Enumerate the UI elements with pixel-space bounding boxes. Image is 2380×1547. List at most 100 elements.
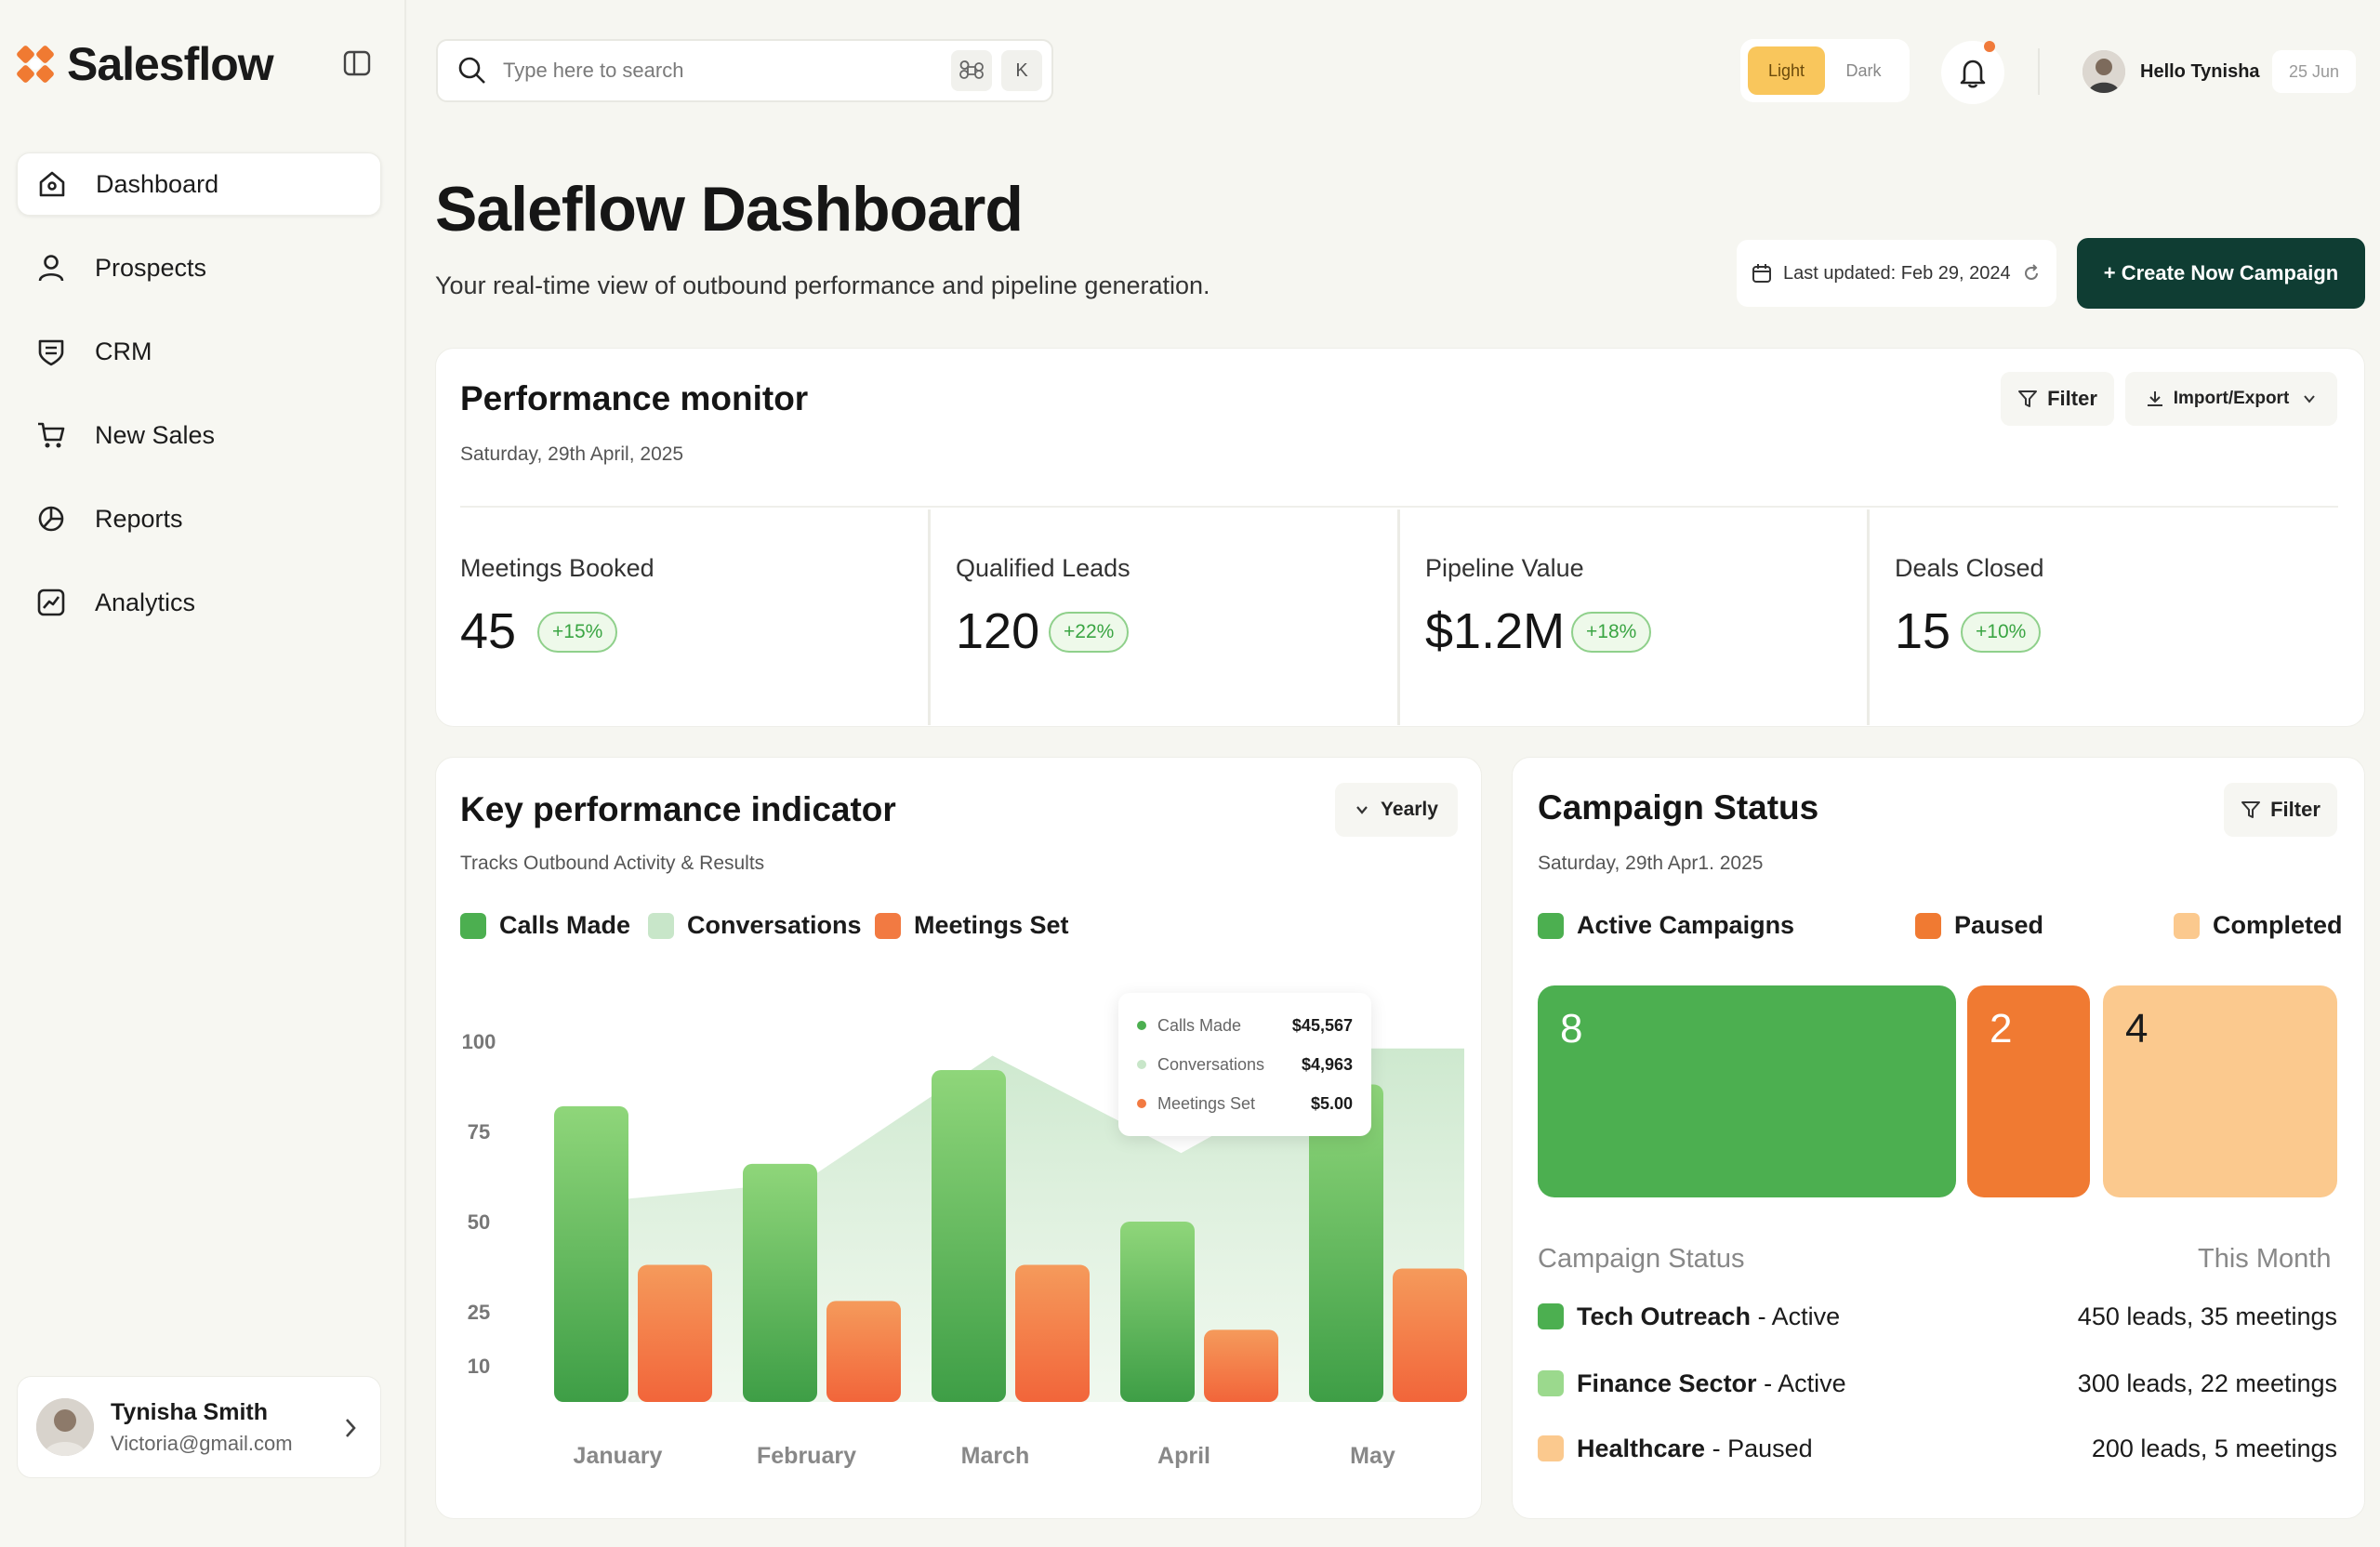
campaign-state: - Active: [1756, 1368, 1846, 1397]
sidebar: Salesflow Dashboard Prospects CRM New Sa…: [0, 0, 406, 1547]
tooltip-row: Meetings Set $5.00: [1137, 1084, 1353, 1123]
metric-value: 120: [956, 603, 1040, 659]
greeting-text: Hello Tynisha: [2140, 60, 2260, 82]
active-campaigns-block[interactable]: 8: [1538, 985, 1956, 1197]
legend-meetings-set: Meetings Set: [875, 911, 1069, 940]
notification-badge: [1984, 41, 1995, 52]
campaign-state: - Paused: [1705, 1434, 1813, 1462]
metric-divider: [1867, 509, 1870, 725]
shield-icon: [38, 339, 64, 366]
user-profile-card[interactable]: Tynisha Smith Victoria@gmail.com: [17, 1376, 381, 1478]
tooltip-dot: [1137, 1099, 1146, 1108]
campaign-row-tech-outreach[interactable]: Tech Outreach - Active 450 leads, 35 mee…: [1538, 1296, 2337, 1337]
campaign-title: Campaign Status: [1538, 788, 1819, 826]
brand[interactable]: Salesflow: [17, 37, 274, 91]
import-export-button[interactable]: Import/Export: [2125, 372, 2337, 426]
legend-conversations: Conversations: [648, 911, 862, 940]
theme-dark-option[interactable]: Dark: [1845, 60, 1882, 80]
status-list-header: Campaign Status: [1538, 1244, 1745, 1274]
refresh-icon[interactable]: [2022, 264, 2041, 283]
notifications-button[interactable]: [1941, 41, 2004, 104]
page-title: Saleflow Dashboard: [435, 174, 1024, 245]
sidebar-item-crm[interactable]: CRM: [17, 320, 381, 383]
search-input[interactable]: Type here to search: [503, 59, 684, 82]
completed-campaigns-block[interactable]: 4: [2103, 985, 2337, 1197]
filter-icon: [2018, 390, 2038, 407]
kpi-subtitle: Tracks Outbound Activity & Results: [460, 853, 765, 874]
campaign-name: Healthcare: [1577, 1434, 1706, 1462]
chart-tooltip: Calls Made $45,567 Conversations $4,963 …: [1118, 993, 1371, 1136]
metric-qualified-leads: Qualified Leads 120 +22%: [931, 509, 1397, 725]
tooltip-dot: [1137, 1060, 1146, 1069]
search-icon: [458, 57, 485, 84]
campaign-stats: 450 leads, 35 meetings: [2077, 1302, 2337, 1330]
command-key-icon: [951, 50, 992, 91]
tooltip-dot: [1137, 1021, 1146, 1030]
metric-change-badge: +10%: [1961, 612, 2042, 653]
filter-button[interactable]: Filter: [2001, 372, 2114, 426]
filter-label: Filter: [2047, 387, 2097, 410]
tooltip-label: Calls Made: [1157, 1015, 1242, 1035]
performance-date: Saturday, 29th April, 2025: [460, 443, 684, 465]
metric-meetings-booked: Meetings Booked 45 +15%: [435, 509, 928, 725]
topbar-divider: [2038, 48, 2040, 95]
sidebar-item-new-sales[interactable]: New Sales: [17, 403, 381, 467]
metric-divider: [1397, 509, 1400, 725]
metric-change-badge: +22%: [1049, 612, 1130, 653]
tooltip-label: Conversations: [1157, 1054, 1265, 1074]
search-bar[interactable]: Type here to search K: [436, 39, 1053, 102]
metric-change-badge: +18%: [1571, 612, 1652, 653]
user-name: Tynisha Smith: [111, 1398, 269, 1425]
theme-light-option[interactable]: Light: [1748, 46, 1825, 95]
filter-icon: [2241, 801, 2261, 818]
status-swatch: [1538, 1435, 1564, 1461]
sidebar-item-analytics[interactable]: Analytics: [17, 571, 381, 634]
campaign-name: Finance Sector: [1577, 1368, 1757, 1397]
paused-campaigns-block[interactable]: 2: [1967, 985, 2090, 1197]
campaign-state: - Active: [1751, 1302, 1841, 1330]
campaign-filter-button[interactable]: Filter: [2224, 783, 2337, 837]
legend-label: Paused: [1954, 911, 2044, 939]
legend-label: Active Campaigns: [1577, 911, 1795, 939]
filter-label: Filter: [2270, 798, 2320, 821]
sidebar-item-label: New Sales: [95, 420, 216, 449]
chevron-down-icon: [2304, 395, 2316, 403]
sidebar-item-label: Reports: [95, 504, 183, 533]
theme-toggle[interactable]: Light Dark: [1740, 39, 1910, 102]
sidebar-item-prospects[interactable]: Prospects: [17, 236, 381, 299]
metric-label: Pipeline Value: [1425, 554, 1584, 582]
sidebar-item-label: Analytics: [95, 588, 196, 616]
main-nav: Dashboard Prospects CRM New Sales Report…: [17, 152, 381, 654]
calendar-icon: [1752, 264, 1771, 283]
status-swatch: [1538, 1370, 1564, 1396]
block-count: 8: [1560, 1006, 1583, 1051]
campaign-row-healthcare[interactable]: Healthcare - Paused 200 leads, 5 meeting…: [1538, 1428, 2337, 1469]
last-updated-chip[interactable]: Last updated: Feb 29, 2024: [1737, 240, 2056, 307]
metric-value: $1.2M: [1425, 603, 1566, 659]
sidebar-item-dashboard[interactable]: Dashboard: [17, 152, 381, 216]
user-greeting[interactable]: Hello Tynisha: [2082, 48, 2260, 95]
period-dropdown[interactable]: Yearly: [1335, 783, 1458, 837]
import-export-label: Import/Export: [2173, 389, 2290, 408]
legend-swatch: [1915, 912, 1941, 939]
metric-change-badge: +15%: [537, 612, 618, 653]
campaign-name: Tech Outreach: [1577, 1302, 1752, 1330]
legend-active-campaigns: Active Campaigns: [1538, 911, 1794, 940]
campaign-row-finance-sector[interactable]: Finance Sector - Active 300 leads, 22 me…: [1538, 1363, 2337, 1404]
legend-swatch: [1538, 912, 1564, 939]
metric-label: Meetings Booked: [460, 554, 654, 582]
period-label: Yearly: [1381, 799, 1438, 820]
create-campaign-button[interactable]: + Create Now Campaign: [2077, 238, 2365, 309]
trend-chart-icon: [37, 588, 65, 616]
sidebar-toggle-icon[interactable]: [342, 48, 372, 78]
legend-completed: Completed: [2174, 911, 2343, 940]
tooltip-value: $4,963: [1301, 1054, 1353, 1074]
performance-title: Performance monitor: [460, 379, 809, 417]
legend-swatch: [648, 912, 674, 939]
metric-label: Qualified Leads: [956, 554, 1130, 582]
card-divider: [460, 506, 2338, 508]
download-icon: [2147, 391, 2162, 406]
sidebar-item-reports[interactable]: Reports: [17, 487, 381, 550]
metric-divider: [928, 509, 931, 725]
metric-label: Deals Closed: [1895, 554, 2044, 582]
